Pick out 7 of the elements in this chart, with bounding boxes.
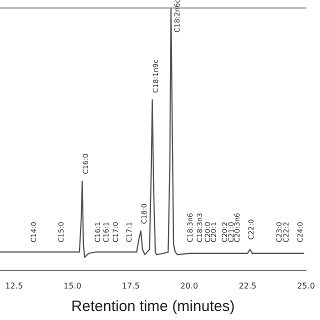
x-tick-label: 22.5 (238, 281, 257, 290)
x-tick-label: 15.0 (64, 281, 82, 290)
x-axis-title: Retention time (minutes) (71, 298, 235, 316)
x-tick-label: 20.0 (180, 281, 198, 290)
x-tick-label: 12.5 (5, 281, 23, 290)
x-tick-label: 25.0 (297, 281, 315, 290)
x-tick-label: 17.5 (122, 281, 140, 290)
